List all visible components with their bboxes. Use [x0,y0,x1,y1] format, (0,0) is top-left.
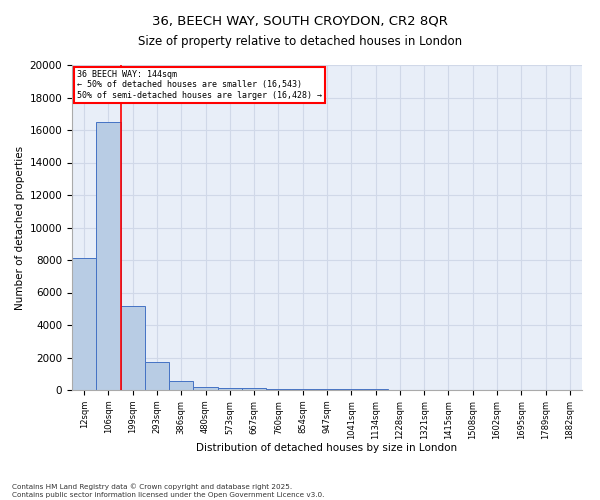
Bar [290,389,315,390]
Text: Size of property relative to detached houses in London: Size of property relative to detached ho… [138,34,462,48]
Bar [218,388,242,390]
Bar [266,389,290,390]
Bar [242,388,266,390]
Text: 36 BEECH WAY: 144sqm
← 50% of detached houses are smaller (16,543)
50% of semi-d: 36 BEECH WAY: 144sqm ← 50% of detached h… [77,70,322,100]
Bar [145,362,169,390]
Bar [96,122,121,390]
Bar [72,258,96,390]
Text: 36, BEECH WAY, SOUTH CROYDON, CR2 8QR: 36, BEECH WAY, SOUTH CROYDON, CR2 8QR [152,14,448,28]
X-axis label: Distribution of detached houses by size in London: Distribution of detached houses by size … [196,443,458,453]
Y-axis label: Number of detached properties: Number of detached properties [16,146,25,310]
Bar [169,381,193,390]
Bar [193,387,218,390]
Text: Contains HM Land Registry data © Crown copyright and database right 2025.
Contai: Contains HM Land Registry data © Crown c… [12,484,325,498]
Bar [315,389,339,390]
Bar [121,306,145,390]
